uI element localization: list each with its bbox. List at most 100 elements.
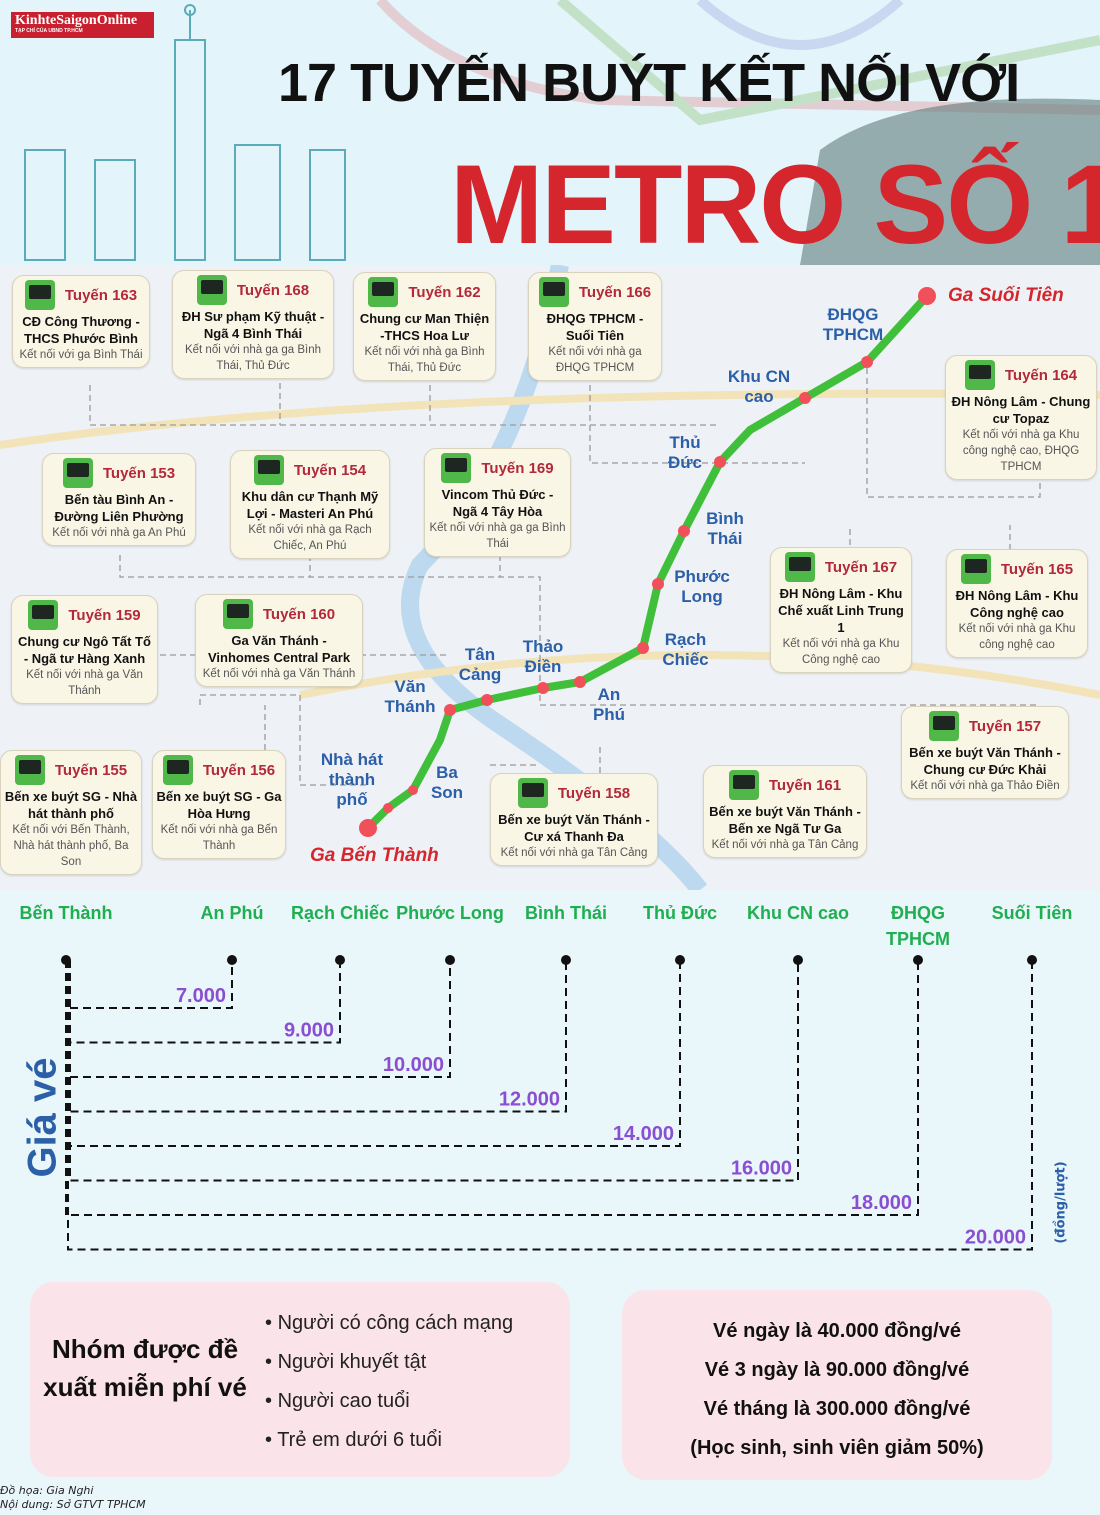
route-name: Bến xe buýt SG - Nhà hát thành phố: [4, 789, 138, 821]
station-dot: [383, 803, 393, 813]
fare-price: 10.000: [383, 1054, 444, 1076]
route-name: Bến tàu Bình An - Đường Liên Phường: [54, 492, 184, 524]
bus-icon: [784, 552, 815, 582]
station-label: Thảo Điền: [522, 637, 564, 676]
fare-station-label: Rạch Chiếc: [290, 903, 390, 923]
route-number: Tuyến 156: [202, 761, 276, 779]
bus-icon: [517, 778, 548, 808]
bus-icon: [253, 455, 284, 485]
title-line-1: 17 TUYẾN BUÝT KẾT NỐI VỚI: [278, 53, 1020, 113]
route-connection: Kết nối với ga Bình Thái: [19, 349, 143, 361]
fare-label: Giá vé: [20, 1057, 65, 1178]
route-connection: Kết nối với nhà ga ga Bình Thái: [429, 522, 566, 550]
fare-line: [67, 960, 681, 1147]
ticket-types-box: Vé ngày là 40.000 đồng/vé Vé 3 ngày là 9…: [622, 1290, 1052, 1480]
station-dot: [408, 785, 418, 795]
route-number: Tuyến 160: [262, 605, 336, 623]
route-name: CĐ Công Thương - THCS Phước Bình: [22, 314, 140, 346]
free-group-item: Trẻ em dưới 6 tuổi: [265, 1421, 513, 1460]
route-connection: Kết nối với nhà ga Rạch Chiếc, An Phú: [248, 524, 372, 552]
route-name: Bến xe buýt Văn Thánh - Cư xá Thanh Đa: [498, 812, 650, 844]
bus-route-card: Tuyến 159 Chung cư Ngô Tất Tố - Ngã tư Hà…: [11, 595, 158, 704]
route-name: Ga Văn Thánh - Vinhomes Central Park: [207, 633, 351, 665]
route-number: Tuyến 154: [293, 461, 367, 479]
station-dot: [637, 642, 649, 654]
bus-route-card: Tuyến 155 Bến xe buýt SG - Nhà hát thành …: [0, 750, 142, 875]
route-connection: Kết nối với nhà ga Tân Cảng: [711, 839, 859, 851]
route-number: Tuyến 155: [54, 761, 128, 779]
bus-icon: [24, 280, 55, 310]
credits: Đồ họa: Gia Nghi Nội dung: Sở GTVT TPHCM: [0, 1484, 146, 1512]
route-number: Tuyến 165: [1000, 560, 1074, 578]
fare-line: [65, 960, 233, 1009]
bus-route-card: Tuyến 166 ĐHQG TPHCM - Suối Tiên Kết nối v…: [528, 272, 662, 381]
bus-icon: [960, 554, 991, 584]
route-name: ĐHQG TPHCM - Suối Tiên: [546, 311, 644, 343]
bus-icon: [14, 755, 45, 785]
route-number: Tuyến 166: [578, 283, 652, 301]
route-connection: Kết nối với nhà ga ga Bình Thái, Thủ Đức: [184, 344, 322, 372]
route-number: Tuyến 169: [481, 459, 554, 477]
station-label: Khu CN cao: [727, 367, 791, 406]
fare-line: [69, 960, 799, 1182]
fare-price: 7.000: [176, 985, 226, 1007]
fare-station-dot: [793, 955, 803, 965]
ticket-month: Vé tháng là 300.000 đồng/vé: [703, 1398, 971, 1420]
station-label: Ba Son: [430, 763, 464, 802]
route-connection: Kết nối với Bến Thành, Nhà hát thành phố…: [12, 824, 130, 868]
route-number: Tuyến 168: [236, 281, 310, 299]
bus-icon: [964, 360, 995, 390]
metro-line-1: [365, 293, 930, 831]
station-dot: [359, 819, 377, 837]
fare-price: 14.000: [613, 1123, 674, 1145]
fare-station-dot: [1027, 955, 1037, 965]
route-connection: Kết nối với nhà ga Văn Thánh: [202, 668, 356, 680]
logo[interactable]: KinhteSaigonOnline TẠP CHÍ CỦA UBND TP.HC…: [11, 12, 154, 38]
bus-route-card: Tuyến 154 Khu dân cư Thạnh Mỹ Lợi - Maste…: [230, 450, 390, 559]
station-dot: [444, 704, 456, 716]
route-number: Tuyến 157: [968, 717, 1042, 735]
road: [0, 389, 1100, 699]
route-connection: Kết nối với nhà ga Văn Thánh: [26, 669, 143, 697]
credit-content: Nội dung: Sở GTVT TPHCM: [0, 1498, 146, 1511]
route-name: Vincom Thủ Đức - Ngã 4 Tây Hòa: [441, 487, 554, 519]
terminal-suoi-tien: Ga Suối Tiên: [948, 285, 1064, 306]
bus-route-card: Tuyến 153 Bến tàu Bình An - Đường Liên Ph…: [42, 453, 196, 546]
fare-unit: (đồng/lượt): [1053, 1161, 1069, 1244]
bus-icon: [928, 711, 959, 741]
station-dot: [678, 525, 690, 537]
station-dot: [652, 578, 664, 590]
bus-icon: [196, 275, 227, 305]
bus-route-card: Tuyến 161 Bến xe buýt Văn Thánh - Bến xe …: [703, 765, 867, 858]
station-label: Thủ Đức: [667, 433, 703, 472]
route-number: Tuyến 163: [64, 286, 138, 304]
fare-line: [65, 960, 919, 1216]
route-connection: Kết nối với nhà ga Khu công nghệ cao, ĐH…: [962, 429, 1080, 473]
fare-price: 9.000: [284, 1020, 334, 1042]
bus-icon: [728, 770, 759, 800]
station-dot: [537, 682, 549, 694]
fare-station-label: Bến Thành: [19, 903, 113, 923]
free-group-title: Nhóm được đề xuất miễn phí vé: [43, 1334, 247, 1402]
route-connection: Kết nối với nhà ga Khu Công nghệ cao: [782, 638, 900, 666]
station-dots: [359, 287, 936, 837]
bus-icon: [368, 277, 399, 307]
bus-route-card: Tuyến 165 ĐH Nông Lâm - Khu Công nghệ cao…: [946, 549, 1088, 658]
bus-route-card: Tuyến 169 Vincom Thủ Đức - Ngã 4 Tây Hòa K…: [424, 448, 571, 557]
fare-station-label: Phước Long: [396, 903, 504, 923]
route-connection: Kết nối với nhà ga Thảo Điền: [910, 780, 1060, 792]
route-connection: Kết nối với nhà ga Bình Thái, Thủ Đức: [364, 346, 485, 374]
station-label: Bình Thái: [706, 509, 744, 548]
route-name: ĐH Nông Lâm - Khu Chế xuất Linh Trung 1: [778, 586, 904, 635]
route-connection: Kết nối với nhà ga ĐHQG TPHCM: [548, 346, 642, 374]
terminal-ben-thanh: Ga Bến Thành: [310, 845, 439, 866]
fare-lines: 7.000 9.000 10.000 12.000 14.000 16.000 18.000…: [61, 955, 1037, 1251]
station-label: Phước Long: [674, 567, 730, 606]
title-line-2: METRO SỐ 1: [450, 142, 1100, 265]
fare-station-label: Suối Tiên: [991, 903, 1073, 923]
bus-icon: [538, 277, 569, 307]
bus-route-card: Tuyến 163 CĐ Công Thương - THCS Phước Bìn…: [12, 275, 150, 368]
bus-route-card: Tuyến 156 Bến xe buýt SG - Ga Hòa Hưng Kết…: [152, 750, 286, 859]
station-label: Nhà hát thành phố: [320, 750, 384, 809]
route-name: ĐH Sư phạm Kỹ thuật - Ngã 4 Bình Thái: [181, 309, 325, 341]
